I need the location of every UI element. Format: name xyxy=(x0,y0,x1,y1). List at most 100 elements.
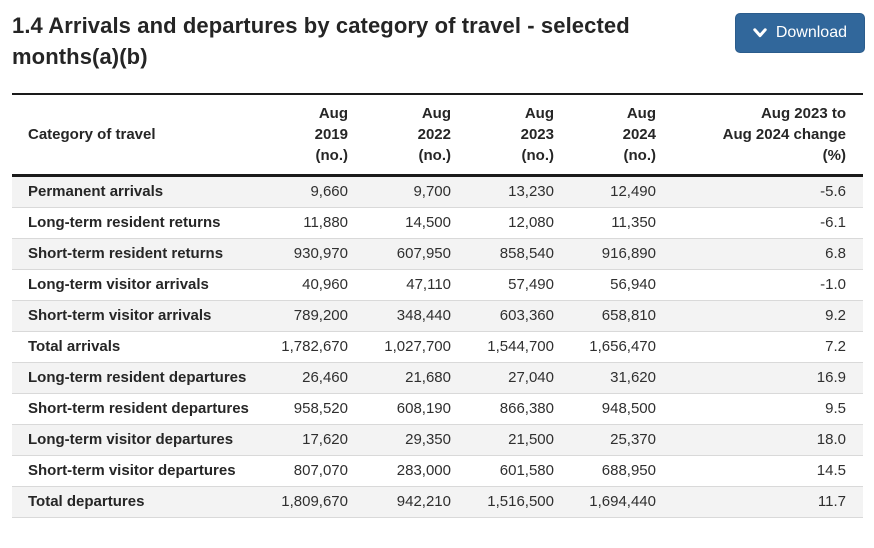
change-cell: 16.9 xyxy=(659,362,863,394)
value-cell: 11,880 xyxy=(258,207,351,239)
value-cell: 31,620 xyxy=(557,362,659,394)
table-row: Long-term resident returns 11,880 14,500 12… xyxy=(12,207,863,239)
value-cell: 1,516,500 xyxy=(454,486,557,518)
value-cell: 283,000 xyxy=(351,455,454,487)
change-cell: 7.2 xyxy=(659,331,863,363)
value-cell: 9,700 xyxy=(351,175,454,208)
category-cell: Long-term visitor departures xyxy=(12,424,258,456)
header-line: Aug xyxy=(626,105,656,122)
value-cell: 948,500 xyxy=(557,393,659,425)
header-cell-change: Aug 2023 to Aug 2024 change (%) xyxy=(659,94,863,177)
value-cell: 607,950 xyxy=(351,238,454,270)
change-cell: -5.6 xyxy=(659,175,863,208)
value-cell: 9,660 xyxy=(258,175,351,208)
category-cell: Permanent arrivals xyxy=(12,175,258,208)
table-header: Category of travel Aug 2019 (no.) Aug 2022 (no… xyxy=(12,94,863,177)
table-row: Short-term resident returns 930,970 607,95… xyxy=(12,238,863,270)
value-cell: 807,070 xyxy=(258,455,351,487)
header-cell-aug-2023: Aug 2023 (no.) xyxy=(454,94,557,177)
value-cell: 13,230 xyxy=(454,175,557,208)
category-cell: Short-term visitor departures xyxy=(12,455,258,487)
change-cell: 18.0 xyxy=(659,424,863,456)
value-cell: 942,210 xyxy=(351,486,454,518)
change-cell: 6.8 xyxy=(659,238,863,270)
value-cell: 47,110 xyxy=(351,269,454,301)
category-cell: Long-term visitor arrivals xyxy=(12,269,258,301)
value-cell: 930,970 xyxy=(258,238,351,270)
value-cell: 21,680 xyxy=(351,362,454,394)
table-row: Long-term resident departures 26,460 21,68… xyxy=(12,362,863,394)
header-cell-aug-2022: Aug 2022 (no.) xyxy=(351,94,454,177)
table-row: Total departures 1,809,670 942,210 1,516,50… xyxy=(12,486,863,518)
value-cell: 608,190 xyxy=(351,393,454,425)
table-row: Short-term visitor arrivals 789,200 348,44… xyxy=(12,300,863,332)
value-cell: 1,656,470 xyxy=(557,331,659,363)
download-button-label: Download xyxy=(775,24,847,41)
value-cell: 1,809,670 xyxy=(258,486,351,518)
value-cell: 958,520 xyxy=(258,393,351,425)
value-cell: 21,500 xyxy=(454,424,557,456)
value-cell: 12,490 xyxy=(557,175,659,208)
category-cell: Short-term visitor arrivals xyxy=(12,300,258,332)
change-cell: 9.5 xyxy=(659,393,863,425)
category-cell: Total departures xyxy=(12,486,258,518)
category-cell: Total arrivals xyxy=(12,331,258,363)
header-line: Aug xyxy=(318,105,348,122)
category-cell: Long-term resident returns xyxy=(12,207,258,239)
value-cell: 916,890 xyxy=(557,238,659,270)
value-cell: 14,500 xyxy=(351,207,454,239)
header-line: (no.) xyxy=(521,147,554,164)
value-cell: 40,960 xyxy=(258,269,351,301)
category-cell: Long-term resident departures xyxy=(12,362,258,394)
value-cell: 29,350 xyxy=(351,424,454,456)
page-title: 1.4 Arrivals and departures by category … xyxy=(12,13,630,69)
header-cell-category: Category of travel xyxy=(12,94,258,177)
header-line: (no.) xyxy=(623,147,656,164)
table-row: Permanent arrivals 9,660 9,700 13,230 12,490… xyxy=(12,175,863,208)
value-cell: 25,370 xyxy=(557,424,659,456)
value-cell: 1,544,700 xyxy=(454,331,557,363)
value-cell: 57,490 xyxy=(454,269,557,301)
header-line: 2022 xyxy=(417,126,451,143)
value-cell: 858,540 xyxy=(454,238,557,270)
header-line: (no.) xyxy=(315,147,348,164)
page: 1.4 Arrivals and departures by category … xyxy=(12,10,865,518)
value-cell: 688,950 xyxy=(557,455,659,487)
top-bar: 1.4 Arrivals and departures by category … xyxy=(12,10,865,72)
value-cell: 658,810 xyxy=(557,300,659,332)
value-cell: 56,940 xyxy=(557,269,659,301)
header-line: Aug 2023 to xyxy=(760,105,846,122)
category-cell: Short-term resident departures xyxy=(12,393,258,425)
value-cell: 603,360 xyxy=(454,300,557,332)
value-cell: 601,580 xyxy=(454,455,557,487)
header-cell-aug-2024: Aug 2024 (no.) xyxy=(557,94,659,177)
value-cell: 1,027,700 xyxy=(351,331,454,363)
value-cell: 348,440 xyxy=(351,300,454,332)
header-line: Aug 2024 change xyxy=(722,126,846,143)
header-line: (%) xyxy=(822,147,846,164)
category-cell: Short-term resident returns xyxy=(12,238,258,270)
download-button[interactable]: Download xyxy=(734,13,865,53)
value-cell: 27,040 xyxy=(454,362,557,394)
chevron-down-icon xyxy=(753,28,767,38)
header-line: 2024 xyxy=(622,126,656,143)
change-cell: 14.5 xyxy=(659,455,863,487)
table-row: Short-term resident departures 958,520 608… xyxy=(12,393,863,425)
table-row: Total arrivals 1,782,670 1,027,700 1,544,70… xyxy=(12,331,863,363)
header-line: Category of travel xyxy=(28,126,156,143)
table-row: Long-term visitor arrivals 40,960 47,110 57… xyxy=(12,269,863,301)
change-cell: -6.1 xyxy=(659,207,863,239)
change-cell: 11.7 xyxy=(659,486,863,518)
header-line: 2019 xyxy=(314,126,348,143)
change-cell: 9.2 xyxy=(659,300,863,332)
value-cell: 26,460 xyxy=(258,362,351,394)
value-cell: 17,620 xyxy=(258,424,351,456)
table-header-row: Category of travel Aug 2019 (no.) Aug 2022 (no… xyxy=(12,94,863,177)
header-line: Aug xyxy=(524,105,554,122)
change-cell: -1.0 xyxy=(659,269,863,301)
arrivals-departures-table: Category of travel Aug 2019 (no.) Aug 2022 (no… xyxy=(12,93,863,518)
header-line: 2023 xyxy=(520,126,554,143)
header-cell-aug-2019: Aug 2019 (no.) xyxy=(258,94,351,177)
header-line: (no.) xyxy=(418,147,451,164)
value-cell: 1,782,670 xyxy=(258,331,351,363)
